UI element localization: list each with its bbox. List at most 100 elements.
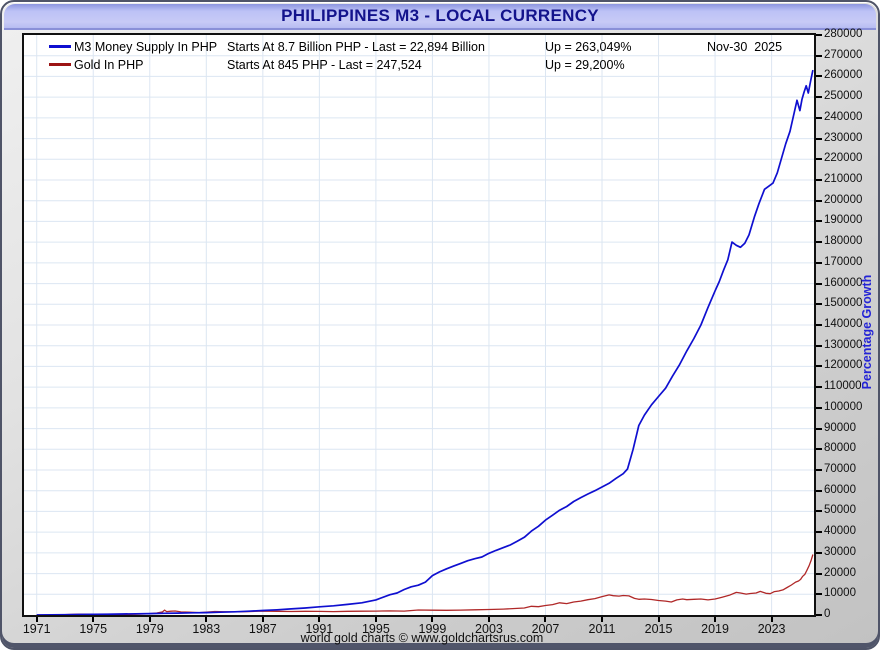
- chart-canvas: [24, 35, 814, 615]
- y-tick-mark: [816, 34, 822, 36]
- legend-gold-up: Up = 29,200%: [545, 58, 625, 72]
- y-tick-label: 210000: [824, 173, 863, 185]
- x-tick-label: 1979: [135, 622, 164, 636]
- y-tick-label: 150000: [824, 297, 863, 310]
- y-tick-mark: [816, 220, 822, 223]
- y-tick-label: 80000: [824, 442, 856, 455]
- x-tick-mark: [544, 617, 547, 622]
- y-tick-mark: [816, 344, 822, 347]
- y-tick-label: 30000: [824, 545, 856, 558]
- y-tick-mark: [816, 386, 822, 389]
- series-line-gold: [36, 554, 814, 615]
- legend-row-m3: M3 Money Supply In PHP Starts At 8.7 Bil…: [24, 39, 814, 55]
- x-tick-label: 1991: [305, 622, 334, 636]
- y-tick-label: 260000: [824, 69, 863, 82]
- y-tick-mark: [816, 469, 822, 471]
- y-tick-mark: [816, 324, 822, 326]
- y-tick-mark: [816, 572, 822, 575]
- x-tick-mark: [35, 617, 38, 622]
- x-tick-label: 1995: [361, 622, 390, 636]
- y-tick-label: 0: [824, 608, 831, 620]
- title-bar: PHILIPPINES M3 - LOCAL CURRENCY: [4, 4, 876, 30]
- y-tick-label: 160000: [824, 276, 863, 289]
- x-tick-mark: [714, 617, 717, 622]
- y-tick-mark: [816, 303, 822, 306]
- legend-last-date: Nov-30 2025: [707, 40, 783, 54]
- y-tick-mark: [816, 489, 822, 492]
- y-tick-mark: [816, 510, 822, 513]
- x-tick-label: 2007: [531, 622, 560, 636]
- y-tick-mark: [816, 54, 822, 57]
- plot-area: M3 Money Supply In PHP Starts At 8.7 Bil…: [22, 33, 816, 617]
- x-tick-label: 2023: [757, 622, 786, 636]
- y-tick-mark: [816, 448, 822, 451]
- footer-credit: world gold charts © www.goldchartsrus.co…: [300, 631, 544, 645]
- y-tick-label: 250000: [824, 90, 863, 103]
- legend-m3-up: Up = 263,049%: [545, 40, 632, 54]
- x-tick-mark: [487, 617, 490, 622]
- x-tick-mark: [601, 617, 603, 622]
- y-tick-mark: [816, 241, 822, 244]
- page-title: PHILIPPINES M3 - LOCAL CURRENCY: [281, 6, 599, 25]
- y-tick-mark: [816, 75, 822, 78]
- y-tick-mark: [816, 406, 822, 409]
- x-tick-mark: [431, 617, 434, 622]
- y-tick-mark: [816, 282, 822, 285]
- y-tick-label: 70000: [824, 463, 856, 475]
- x-tick-label: 1975: [79, 622, 108, 636]
- y-tick-label: 50000: [824, 504, 856, 517]
- y-tick-mark: [816, 365, 822, 368]
- x-tick-mark: [374, 617, 377, 622]
- y-tick-label: 60000: [824, 483, 856, 496]
- y-tick-label: 170000: [824, 255, 863, 268]
- x-tick-label: 2019: [701, 622, 729, 636]
- legend-m3-name: M3 Money Supply In PHP: [74, 40, 218, 54]
- x-tick-mark: [770, 617, 773, 622]
- x-tick-mark: [318, 617, 321, 622]
- y-tick-label: 110000: [824, 380, 862, 393]
- y-tick-label: 120000: [824, 359, 863, 372]
- x-tick-mark: [92, 617, 95, 622]
- y-tick-mark: [816, 199, 822, 202]
- y-tick-label: 190000: [824, 214, 863, 227]
- y-tick-label: 280000: [824, 28, 863, 40]
- legend-m3-stats: Starts At 8.7 Billion PHP - Last = 22,89…: [227, 40, 485, 54]
- x-tick-label: 1971: [22, 622, 51, 636]
- y-tick-mark: [816, 261, 822, 264]
- y-tick-label: 20000: [824, 566, 856, 579]
- x-tick-label: 2003: [475, 622, 503, 636]
- y-tick-label: 100000: [824, 400, 863, 413]
- y-tick-label: 220000: [824, 152, 863, 165]
- y-tick-label: 200000: [824, 193, 863, 206]
- y-tick-mark: [816, 116, 822, 119]
- y-tick-label: 270000: [824, 48, 863, 61]
- y-tick-label: 140000: [824, 318, 863, 330]
- y-tick-label: 130000: [824, 338, 863, 351]
- y-tick-mark: [816, 551, 822, 554]
- x-tick-mark: [261, 617, 264, 622]
- y-axis-title: Percentage Growth: [860, 274, 874, 390]
- y-tick-label: 10000: [824, 587, 856, 600]
- legend-gold-stats: Starts At 845 PHP - Last = 247,524: [227, 58, 422, 72]
- x-tick-mark: [205, 617, 208, 622]
- legend-gold-name: Gold In PHP: [74, 58, 144, 72]
- y-tick-mark: [816, 137, 822, 140]
- y-tick-mark: [816, 531, 822, 534]
- x-tick-label: 2015: [644, 622, 673, 636]
- gridlines: [24, 35, 814, 615]
- y-tick-label: 90000: [824, 421, 856, 434]
- x-tick-label: 1983: [192, 622, 221, 636]
- m3-line-swatch: [49, 45, 71, 48]
- y-tick-mark: [816, 179, 822, 181]
- legend-row-gold: Gold In PHP Starts At 845 PHP - Last = 2…: [24, 57, 814, 73]
- x-tick-mark: [657, 617, 660, 622]
- gold-line-swatch: [49, 63, 71, 66]
- y-tick-label: 180000: [824, 235, 863, 248]
- y-tick-mark: [816, 96, 822, 99]
- x-tick-label: 1999: [418, 622, 447, 636]
- y-tick-mark: [816, 593, 822, 596]
- y-tick-label: 40000: [824, 525, 856, 538]
- y-tick-label: 230000: [824, 131, 863, 144]
